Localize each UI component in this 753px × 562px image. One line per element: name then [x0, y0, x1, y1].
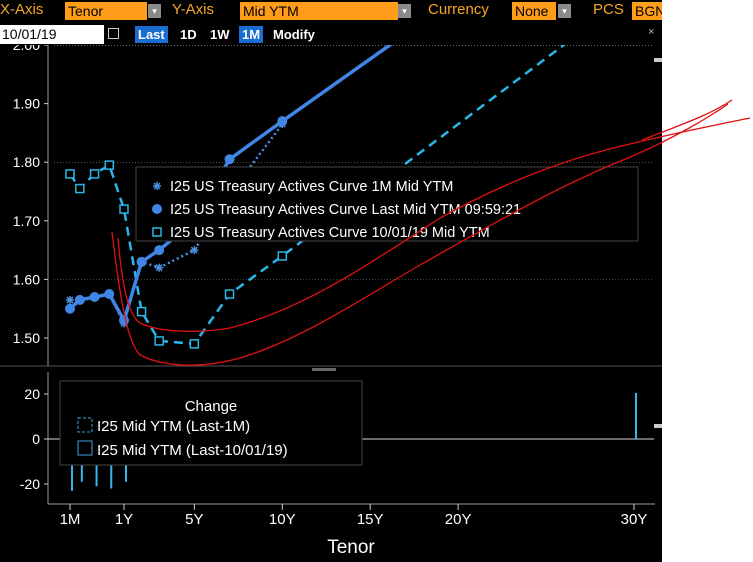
series-point-hist [89, 169, 100, 179]
change-y-tick-label: 20 [24, 386, 40, 402]
scroll-up-icon[interactable] [654, 58, 662, 62]
legend-marker [153, 182, 161, 190]
splitter-handle[interactable] [312, 368, 336, 371]
change-legend: Change I25 Mid YTM (Last-1M) I25 Mid YTM… [59, 380, 363, 466]
x-tick-label: 1M [60, 511, 81, 528]
main-gridline [52, 103, 654, 105]
series-point-last [74, 294, 85, 305]
series-point-last [277, 116, 288, 127]
main-gridline [52, 279, 654, 281]
change-y-tick-label: 0 [32, 431, 40, 447]
main-y-tick-label: 1.50 [13, 330, 40, 346]
series-point-hist [119, 204, 129, 214]
currency-label: Currency [428, 1, 489, 18]
range-button-1d[interactable]: 1D [180, 27, 197, 42]
legend-marker-last [152, 204, 162, 214]
series-point-1m [155, 263, 164, 272]
series-point-1m [190, 246, 199, 255]
main-y-tick-label: 1.60 [13, 271, 40, 287]
series-point-hist [224, 289, 235, 299]
series-point-1m [66, 295, 74, 304]
x-tick-label: 1Y [115, 511, 133, 528]
x-axis-title: Tenor [327, 537, 375, 558]
main-y-tick-label: 1.80 [13, 154, 40, 170]
legend-label-last: I25 US Treasury Actives Curve Last Mid Y… [170, 202, 521, 218]
yaxis-dropdown-icon[interactable]: ▾ [398, 4, 411, 18]
x-tick-label: 5Y [185, 511, 203, 528]
chart-terminal: X-Axis Tenor ▾ Y-Axis Mid YTM ▾ Currency… [0, 0, 662, 562]
currency-select[interactable]: None [512, 2, 556, 20]
main-y-tick-label: 1.90 [13, 96, 40, 112]
x-ticks: 1M 1Y 5Y 10Y 15Y 20Y 30Y [60, 504, 648, 528]
scroll-down-icon[interactable] [654, 424, 662, 428]
legend-swatch-last-1m [77, 417, 93, 433]
main-y-tick-label: 2.00 [13, 45, 40, 53]
pcs-select[interactable]: BGN [632, 2, 662, 20]
legend-label-1m: I25 US Treasury Actives Curve 1M Mid YTM [170, 179, 453, 195]
series-point-hist [277, 251, 288, 261]
legend-marker [152, 204, 162, 214]
range-button-1w[interactable]: 1W [210, 27, 230, 42]
main-gridline [52, 338, 654, 339]
series-point-hist [104, 160, 115, 170]
main-gridline [52, 45, 654, 46]
x-tick-label: 15Y [357, 511, 384, 528]
close-icon[interactable]: × [648, 26, 655, 38]
calendar-icon[interactable] [108, 28, 119, 39]
legend-label-last-hist: I25 Mid YTM (Last-10/01/19) [97, 442, 288, 459]
xaxis-select[interactable]: Tenor [65, 2, 147, 20]
series-point-last [104, 289, 115, 300]
main-gridline [52, 162, 654, 164]
change-gridline [52, 484, 654, 485]
yaxis-select[interactable]: Mid YTM [240, 2, 398, 20]
series-point-hist [65, 169, 75, 179]
date-input[interactable]: 10/01/19 [0, 25, 104, 44]
series-point-last [154, 245, 165, 256]
range-button-last[interactable]: Last [135, 26, 168, 43]
series-point-hist [136, 306, 147, 317]
main-y-ticks: 1.501.601.701.801.902.002.102.202.30 [13, 45, 48, 346]
main-y-tick-label: 1.70 [13, 213, 40, 229]
xaxis-dropdown-icon[interactable]: ▾ [148, 4, 161, 18]
series-line-hist [68, 45, 566, 346]
series-point-hist [154, 336, 164, 346]
legend-label-last-1m: I25 Mid YTM (Last-1M) [97, 418, 250, 435]
legend-marker-hist [152, 227, 162, 237]
xaxis-label: X-Axis [0, 1, 44, 18]
series-point-last [136, 256, 147, 267]
series-point-last [89, 291, 100, 302]
series-point-hist [75, 183, 85, 194]
yaxis-label: Y-Axis [172, 1, 214, 18]
range-bar: 10/01/19 Last 1D 1W 1M Modify × [0, 25, 662, 45]
legend-label-hist: I25 US Treasury Actives Curve 10/01/19 M… [170, 225, 490, 241]
change-legend-title: Change [185, 398, 238, 415]
currency-dropdown-icon[interactable]: ▾ [558, 4, 571, 18]
series-point-last [119, 315, 129, 326]
main-legend: I25 US Treasury Actives Curve 1M Mid YTM… [135, 166, 639, 242]
legend-marker-1m [153, 182, 161, 190]
series-point-last [224, 154, 235, 165]
series-point-hist [189, 339, 200, 349]
range-button-1m[interactable]: 1M [239, 26, 264, 43]
axis-toolbar: X-Axis Tenor ▾ Y-Axis Mid YTM ▾ Currency… [0, 0, 662, 21]
x-tick-label: 10Y [269, 511, 296, 528]
range-button-modify[interactable]: Modify [273, 27, 315, 42]
yield-curve-chart: 1.501.601.701.801.902.002.102.202.30 200… [0, 45, 662, 558]
series-point-last [65, 303, 75, 314]
change-y-ticks: 20 0 -20 [20, 386, 48, 492]
x-tick-label: 30Y [621, 511, 648, 528]
legend-swatch-last-hist [77, 440, 93, 456]
legend-marker [152, 227, 162, 237]
pcs-label: PCS [593, 1, 624, 18]
change-y-tick-label: -20 [20, 476, 40, 492]
x-tick-label: 20Y [445, 511, 472, 528]
